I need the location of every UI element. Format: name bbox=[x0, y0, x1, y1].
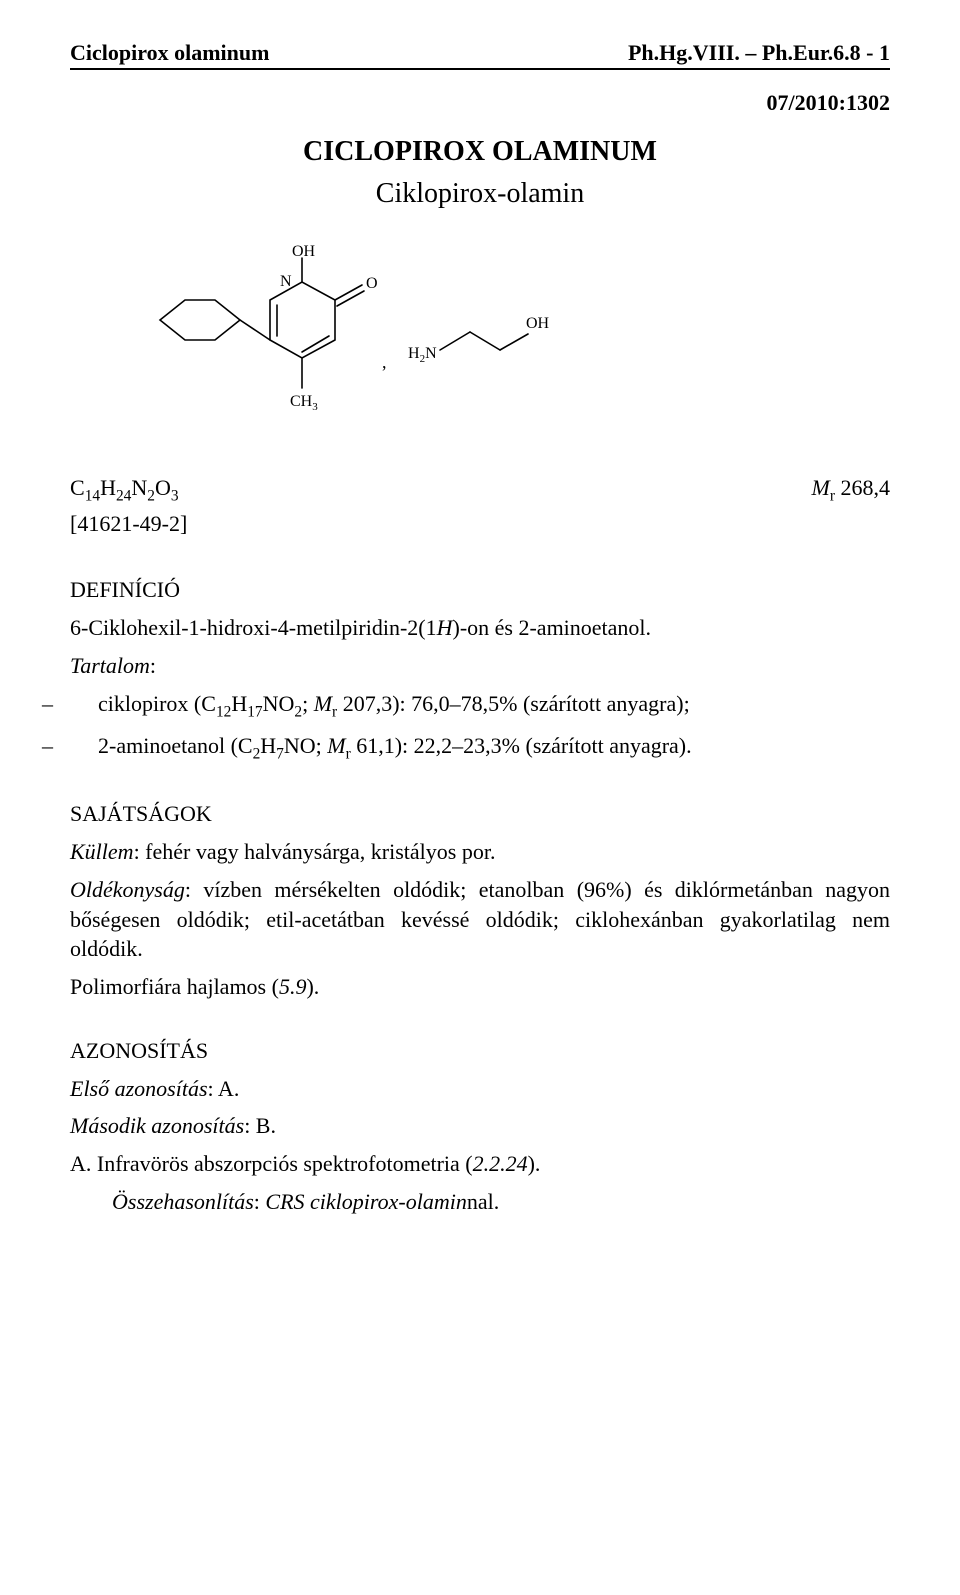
heading-definition: DEFINÍCIÓ bbox=[70, 577, 890, 603]
structure-svg: OH N O CH3 , H2N OH bbox=[130, 240, 550, 440]
cas-number: [41621-49-2] bbox=[70, 511, 890, 537]
tartalom-item-2: –2-aminoetanol (C2H7NO; Mr 61,1): 22,2–2… bbox=[98, 731, 890, 765]
heading-properties: SAJÁTSÁGOK bbox=[70, 801, 890, 827]
monograph-code: 07/2010:1302 bbox=[70, 90, 890, 116]
title-latin: CICLOPIROX OLAMINUM bbox=[70, 136, 890, 168]
header-right: Ph.Hg.VIII. – Ph.Eur.6.8 - 1 bbox=[628, 40, 890, 66]
formula-row: C14H24N2O3 Mr 268,4 bbox=[70, 475, 890, 505]
running-header: Ciclopirox olaminum Ph.Hg.VIII. – Ph.Eur… bbox=[70, 40, 890, 66]
molecular-mass: Mr 268,4 bbox=[812, 475, 890, 505]
label-oh1: OH bbox=[292, 243, 316, 260]
label-h2n: H2N bbox=[408, 345, 437, 365]
label-ch3: CH3 bbox=[290, 393, 318, 413]
polimorf-line: Polimorfiára hajlamos (5.9). bbox=[70, 972, 890, 1002]
label-oh2: OH bbox=[526, 315, 550, 332]
second-id-line: Második azonosítás: B. bbox=[70, 1111, 890, 1141]
id-a-line: A. Infravörös abszorpciós spektrofotomet… bbox=[70, 1149, 890, 1179]
title-local: Ciklopirox-olamin bbox=[70, 178, 890, 210]
chemical-structure: OH N O CH3 , H2N OH bbox=[130, 240, 890, 445]
definition-body: 6-Ciklohexil-1-hidroxi-4-metilpiridin-2(… bbox=[70, 613, 890, 643]
kullem-line: Küllem: fehér vagy halványsárga, kristál… bbox=[70, 837, 890, 867]
header-left: Ciclopirox olaminum bbox=[70, 40, 269, 66]
label-o: O bbox=[366, 275, 378, 292]
label-n: N bbox=[280, 273, 292, 290]
molecular-formula: C14H24N2O3 bbox=[70, 475, 179, 505]
heading-identification: AZONOSÍTÁS bbox=[70, 1038, 890, 1064]
tartalom-item-1: –ciklopirox (C12H17NO2; Mr 207,3): 76,0–… bbox=[98, 689, 890, 723]
id-compare-line: Összehasonlítás: CRS ciklopirox-olaminna… bbox=[112, 1187, 890, 1217]
document-page: Ciclopirox olaminum Ph.Hg.VIII. – Ph.Eur… bbox=[0, 0, 960, 1264]
tartalom-label-line: Tartalom: bbox=[70, 651, 890, 681]
first-id-line: Első azonosítás: A. bbox=[70, 1074, 890, 1104]
header-rule bbox=[70, 68, 890, 70]
label-comma: , bbox=[382, 352, 387, 372]
oldekonysag-line: Oldékonyság: vízben mérsékelten oldódik;… bbox=[70, 875, 890, 964]
